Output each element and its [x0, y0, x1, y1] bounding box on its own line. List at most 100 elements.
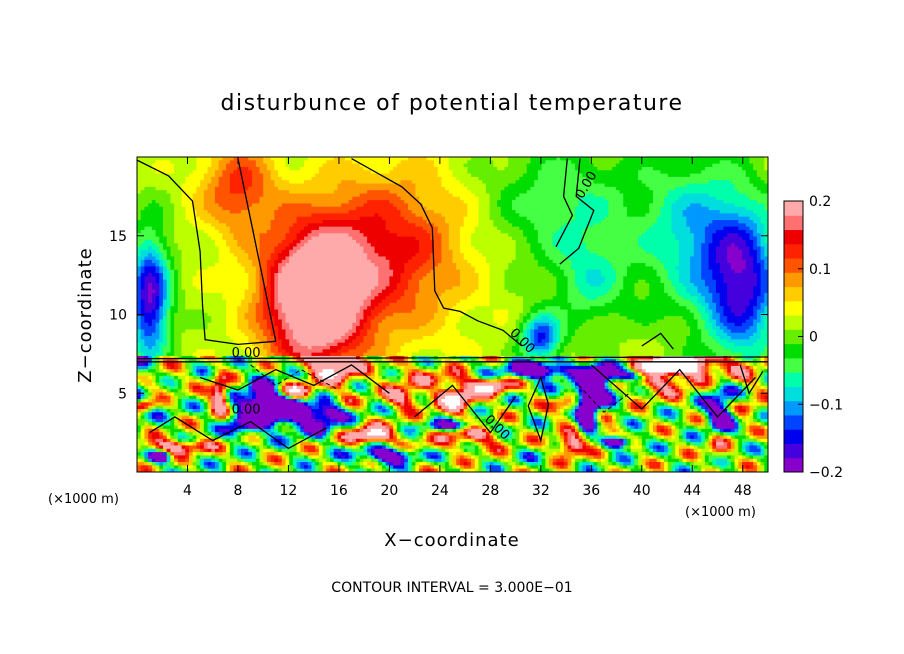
- heatmap-cell: [485, 173, 491, 178]
- heatmap-cell: [404, 157, 409, 161]
- heatmap-cell: [760, 196, 765, 201]
- heatmap-cell: [537, 196, 543, 201]
- heatmap-cell: [552, 170, 558, 175]
- heatmap-cell: [400, 176, 405, 181]
- heatmap-cell: [318, 196, 324, 201]
- heatmap-cell: [463, 173, 468, 178]
- heatmap-cell: [660, 180, 665, 185]
- heatmap-cell: [652, 157, 658, 161]
- heatmap-cell: [263, 163, 268, 168]
- heatmap-cell: [155, 180, 160, 185]
- heatmap-cell: [478, 196, 483, 201]
- heatmap-cell: [281, 173, 287, 178]
- heatmap-cell: [441, 196, 446, 201]
- heatmap-cell: [671, 213, 676, 218]
- heatmap-cell: [411, 176, 416, 181]
- heatmap-cell: [463, 203, 468, 208]
- heatmap-cell: [511, 170, 517, 175]
- heatmap-cell: [719, 176, 725, 181]
- heatmap-cell: [393, 157, 398, 161]
- heatmap-cell: [730, 166, 736, 171]
- heatmap-cell: [415, 210, 420, 214]
- heatmap-cell: [341, 176, 346, 181]
- heatmap-cell: [656, 157, 661, 161]
- heatmap-cell: [148, 210, 153, 214]
- heatmap-cell: [664, 206, 669, 211]
- heatmap-cell: [608, 193, 613, 198]
- heatmap-cell: [749, 160, 754, 165]
- heatmap-cell: [400, 186, 405, 191]
- heatmap-cell: [363, 186, 368, 191]
- heatmap-cell: [545, 173, 550, 178]
- heatmap-cell: [474, 163, 480, 168]
- heatmap-cell: [370, 157, 376, 161]
- heatmap-cell: [697, 203, 702, 208]
- heatmap-cell: [619, 186, 624, 191]
- heatmap-cell: [671, 190, 676, 195]
- heatmap-cell: [185, 166, 190, 171]
- heatmap-cell: [742, 196, 747, 201]
- heatmap-cell: [448, 183, 454, 188]
- heatmap-cell: [211, 213, 216, 218]
- heatmap-cell: [148, 163, 153, 168]
- heatmap-cell: [567, 213, 572, 218]
- heatmap-cell: [181, 163, 186, 168]
- heatmap-cell: [574, 173, 580, 178]
- heatmap-cell: [181, 183, 186, 188]
- heatmap-cell: [456, 157, 461, 161]
- heatmap-cell: [742, 190, 747, 195]
- heatmap-cell: [549, 186, 554, 191]
- heatmap-cell: [270, 160, 275, 165]
- heatmap-cell: [370, 173, 376, 178]
- heatmap-cell: [226, 210, 231, 214]
- heatmap-cell: [281, 213, 287, 218]
- heatmap-cell: [144, 190, 149, 195]
- heatmap-cell: [407, 166, 413, 171]
- heatmap-cell: [567, 203, 572, 208]
- heatmap-cell: [712, 190, 717, 195]
- heatmap-cell: [482, 157, 487, 161]
- heatmap-cell: [226, 163, 231, 168]
- heatmap-cell: [541, 193, 546, 198]
- heatmap-cell: [608, 157, 613, 161]
- heatmap-cell: [712, 210, 717, 214]
- heatmap-cell: [396, 157, 402, 161]
- heatmap-cell: [578, 166, 584, 171]
- heatmap-cell: [671, 180, 676, 185]
- heatmap-cell: [185, 180, 190, 185]
- heatmap-cell: [211, 193, 216, 198]
- heatmap-cell: [292, 210, 298, 214]
- heatmap-cell: [389, 210, 394, 214]
- heatmap-cell: [188, 173, 194, 178]
- heatmap-cell: [608, 190, 613, 195]
- heatmap-cell: [233, 213, 238, 218]
- heatmap-cell: [155, 213, 160, 218]
- heatmap-cell: [742, 173, 747, 178]
- heatmap-cell: [259, 170, 264, 175]
- heatmap-cell: [756, 163, 762, 168]
- heatmap-cell: [307, 170, 313, 175]
- heatmap-cell: [545, 200, 550, 205]
- heatmap-cell: [441, 176, 446, 181]
- heatmap-cell: [489, 183, 494, 188]
- heatmap-cell: [526, 157, 532, 161]
- heatmap-cell: [240, 163, 246, 168]
- heatmap-cell: [508, 163, 513, 168]
- heatmap-cell: [318, 193, 324, 198]
- heatmap-cell: [452, 200, 457, 205]
- heatmap-cell: [649, 203, 654, 208]
- heatmap-cell: [678, 196, 684, 201]
- heatmap-cell: [315, 173, 320, 178]
- heatmap-cell: [404, 186, 409, 191]
- heatmap-cell: [745, 176, 751, 181]
- heatmap-cell: [586, 190, 591, 195]
- heatmap-cell: [244, 170, 249, 175]
- heatmap-cell: [604, 170, 609, 175]
- heatmap-cell: [708, 196, 713, 201]
- heatmap-cell: [248, 206, 253, 211]
- heatmap-cell: [263, 176, 268, 181]
- heatmap-cell: [285, 190, 290, 195]
- heatmap-cell: [704, 190, 710, 195]
- heatmap-cell: [370, 180, 376, 185]
- heatmap-cell: [188, 166, 194, 171]
